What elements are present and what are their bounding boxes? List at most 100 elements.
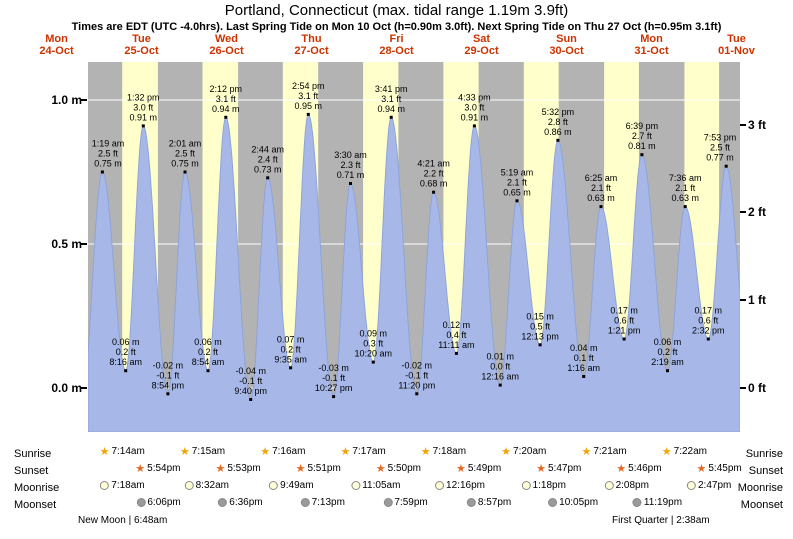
tide-extreme-dot <box>666 369 669 373</box>
moonset-time: 6:36pm <box>229 497 263 508</box>
tide-event-label: -0.04 m -0.1 ft 9:40 pm <box>234 366 267 396</box>
sunrise-time: 7:14am <box>111 446 145 457</box>
tide-event-label: 2:54 pm 3.1 ft 0.95 m <box>292 81 325 111</box>
day-name: Mon <box>640 33 663 45</box>
day-label: Tue 25-Oct <box>99 33 184 57</box>
moonrise-moon-icon <box>686 481 696 490</box>
day-date: 30-Oct <box>549 45 584 57</box>
moonset-time: 7:59pm <box>394 497 428 508</box>
tide-event-label: 0.09 m 0.3 ft 10:20 am <box>355 329 393 359</box>
sunrise-time: 7:15am <box>191 446 226 457</box>
tide-event-label: 2:44 am 2.4 ft 0.73 m <box>251 144 284 174</box>
tide-event-label: 6:25 am 2.1 ft 0.63 m <box>585 173 618 203</box>
moonset-moon-icon <box>466 498 476 507</box>
tide-event-label: 0.04 m 0.1 ft 1:16 am <box>567 343 600 373</box>
tide-extreme-dot <box>432 190 436 194</box>
sunrise-entry: ★ 7:14am <box>100 446 145 457</box>
sunset-star-icon: ★ <box>295 462 306 475</box>
sunset-star-icon: ★ <box>696 462 707 475</box>
moonset-moon-icon <box>136 498 146 507</box>
moonset-entry: 6:36pm <box>218 497 263 508</box>
moonset-entry: 7:13pm <box>300 497 345 508</box>
tide-event-label: 0.06 m 0.2 ft 8:54 am <box>192 337 225 367</box>
tide-extreme-dot <box>515 199 519 203</box>
sunset-row-label: Sunset <box>14 465 49 477</box>
day-name: Mon <box>45 33 68 45</box>
day-label: Mon 31-Oct <box>609 33 694 57</box>
moonrise-moon-icon <box>100 481 110 490</box>
sunset-star-icon: ★ <box>616 462 627 475</box>
day-date: 27-Oct <box>294 45 329 57</box>
tide-extreme-dot <box>124 369 128 373</box>
sunset-entry: ★ 5:50pm <box>376 463 421 474</box>
sunset-time: 5:45pm <box>708 463 742 474</box>
tide-event-label: -0.03 m -0.1 ft 10:27 pm <box>315 363 353 393</box>
moonrise-moon-icon <box>435 481 445 490</box>
sunrise-time: 7:17am <box>352 446 386 457</box>
moonset-entry: 7:59pm <box>383 497 428 508</box>
tide-extreme-dot <box>306 112 310 116</box>
moonrise-entry: 2:08pm <box>604 480 649 491</box>
tide-extreme-dot <box>206 369 210 373</box>
tide-extreme-dot <box>724 164 728 168</box>
sunset-entry: ★ 5:46pm <box>616 463 661 474</box>
tide-event-label: 7:53 pm 2.5 ft 0.77 m <box>704 133 737 163</box>
day-name: Sun <box>556 33 577 45</box>
tide-extreme-dot <box>332 395 336 399</box>
tide-event-label: 4:33 pm 3.0 ft 0.91 m <box>458 92 491 122</box>
tide-extreme-dot <box>166 392 170 396</box>
tide-extreme-dot <box>706 337 710 341</box>
tide-event-label: 5:19 am 2.1 ft 0.65 m <box>501 167 534 197</box>
moonset-moon-icon <box>300 498 310 507</box>
sunset-time: 5:50pm <box>387 463 422 474</box>
moonset-entry: 11:19pm <box>632 497 682 508</box>
sunrise-entry: ★ 7:18am <box>421 446 466 457</box>
tide-event-label: 4:21 am 2.2 ft 0.68 m <box>417 159 450 189</box>
tide-extreme-dot <box>472 124 476 128</box>
sunrise-entry: ★ 7:16am <box>260 446 305 457</box>
tide-event-label: 0.17 m 0.6 ft 1:21 pm <box>608 306 641 336</box>
moonrise-entry: 12:16pm <box>435 480 485 491</box>
y-axis-label-m: 0.0 m <box>51 381 82 395</box>
sunrise-star-icon: ★ <box>99 445 110 458</box>
new-moon-note: New Moon | 6:48am <box>78 515 168 526</box>
moonset-time: 7:13pm <box>311 497 345 508</box>
tide-extreme-dot <box>640 153 644 157</box>
sunset-time: 5:51pm <box>307 463 341 474</box>
moonrise-time: 1:18pm <box>532 480 566 491</box>
tide-extreme-dot <box>183 170 187 174</box>
tide-extreme-dot <box>266 176 270 180</box>
tide-event-label: 0.01 m 0.0 ft 12:16 am <box>481 352 519 382</box>
sunset-star-icon: ★ <box>375 462 386 475</box>
y-axis-label-ft: 3 ft <box>748 117 766 132</box>
moonset-time: 6:06pm <box>147 497 181 508</box>
day-date: 31-Oct <box>634 45 669 57</box>
day-label: Wed 26-Oct <box>184 33 269 57</box>
moonset-moon-icon <box>218 498 228 507</box>
moonrise-row-label: Moonrise <box>14 482 60 494</box>
moonset-time: 10:05pm <box>559 497 599 508</box>
day-label: Mon 24-Oct <box>14 33 99 57</box>
tide-extreme-dot <box>538 343 542 347</box>
tide-event-label: 0.15 m 0.5 ft 12:13 pm <box>521 311 559 341</box>
first-quarter-note: First Quarter | 2:38am <box>612 515 710 526</box>
sunset-entry: ★ 5:47pm <box>536 463 581 474</box>
tide-event-label: 5:32 pm 2.8 ft 0.86 m <box>542 107 575 137</box>
day-label: Tue 01-Nov <box>694 33 779 57</box>
day-name: Thu <box>301 33 322 45</box>
tide-event-label: -0.02 m -0.1 ft 11:20 pm <box>398 360 435 390</box>
day-label: Sun 30-Oct <box>524 33 609 57</box>
tide-extreme-dot <box>389 115 393 119</box>
moonrise-row-label-right: Moonrise <box>737 482 783 494</box>
tide-extreme-dot <box>371 360 375 364</box>
tide-event-label: -0.02 m -0.1 ft 8:54 pm <box>152 360 185 390</box>
day-name: Fri <box>389 33 404 45</box>
tide-event-label: 1:32 pm 3.0 ft 0.91 m <box>127 92 160 122</box>
sunrise-entry: ★ 7:20am <box>501 446 546 457</box>
moonrise-entry: 9:49am <box>269 480 314 491</box>
moonrise-moon-icon <box>269 481 279 490</box>
day-date: 01-Nov <box>718 45 755 57</box>
tide-event-label: 3:30 am 2.3 ft 0.71 m <box>334 150 367 180</box>
sunset-entry: ★ 5:54pm <box>135 463 180 474</box>
